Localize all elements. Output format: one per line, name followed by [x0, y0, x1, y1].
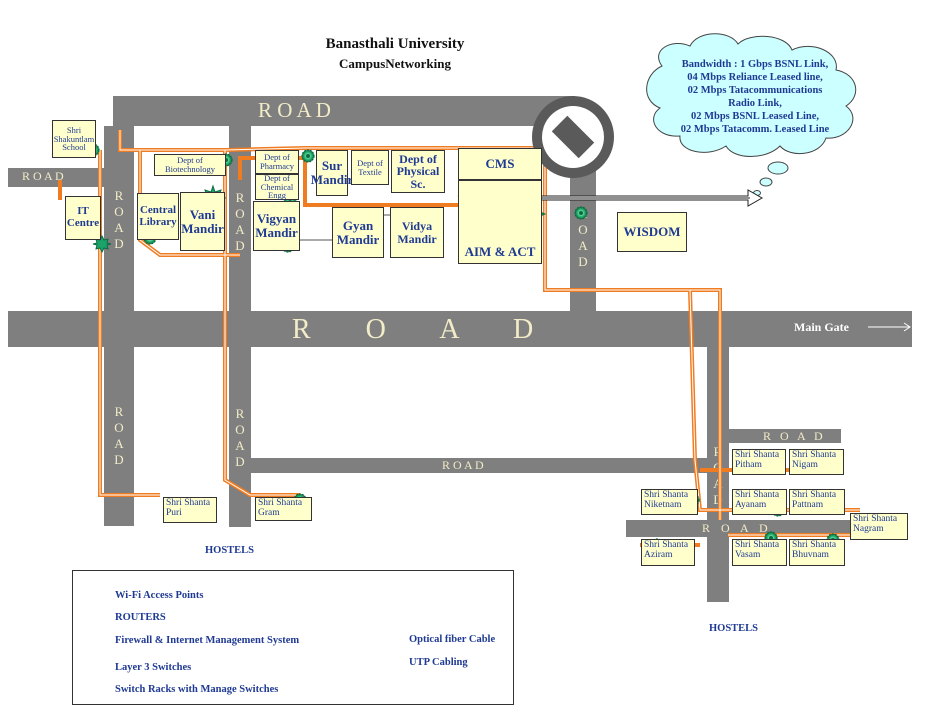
- road-hostel-mid: [626, 520, 860, 537]
- building-vigyan-mandir[interactable]: Vigyan Mandir: [253, 201, 300, 251]
- hostel-aziram[interactable]: Shri Shanta Aziram: [641, 539, 695, 566]
- switch-rack-core: [306, 154, 310, 158]
- road-hostel-top-label: R O A D: [763, 429, 826, 443]
- road-main-label: R O A D: [292, 314, 558, 345]
- building-vidya-mandir[interactable]: Vidya Mandir: [390, 207, 444, 258]
- bandwidth-line: Radio Link,: [728, 98, 782, 109]
- road-v4-label: ROAD: [713, 444, 723, 507]
- legend-layer3-label: Layer 3 Switches: [115, 662, 192, 673]
- bandwidth-line: 02 Mbps Tatacomm. Leased Line: [680, 124, 830, 135]
- bandwidth-text: Bandwidth : 1 Gbps BSNL Link, 04 Mbps Re…: [660, 58, 850, 136]
- hostel-puri[interactable]: Shri Shanta Puri: [163, 497, 217, 523]
- building-biotech[interactable]: Dept of Biotechnology: [154, 154, 226, 176]
- road-v2b-label: ROAD: [235, 406, 245, 469]
- bandwidth-line: 02 Mbps BSNL Leased Line,: [690, 111, 820, 122]
- legend-routers-label: ROUTERS: [115, 612, 166, 623]
- legend-utp-label: UTP Cabling: [409, 657, 468, 668]
- hostels-label-right: HOSTELS: [709, 623, 759, 634]
- routers: [87, 198, 510, 624]
- diagram-subtitle: CampusNetworking: [339, 56, 451, 71]
- road-v2: [229, 126, 251, 527]
- building-pharmacy[interactable]: Dept of Pharmacy: [255, 150, 299, 174]
- bandwidth-line: 02 Mbps Tatacommunications: [687, 85, 823, 96]
- road-v1b-label: ROAD: [114, 404, 124, 467]
- building-physical[interactable]: Dept of Physical Sc.: [391, 150, 445, 193]
- legend-fiber-label: Optical fiber Cable: [409, 634, 496, 645]
- legend-firewall-label: Firewall & Internet Management System: [115, 635, 300, 646]
- legend-racks-label: Switch Racks with Manage Switches: [115, 684, 279, 695]
- road-v1-label: ROAD: [114, 188, 124, 251]
- hostel-nigam[interactable]: Shri Shanta Nigam: [789, 449, 844, 475]
- building-shakuntam[interactable]: Shri Shakuntlam School: [52, 120, 96, 158]
- building-chemical[interactable]: Dept of Chemical Engg: [255, 173, 299, 200]
- road-left-label: R O A D: [22, 169, 64, 183]
- bandwidth-line: 04 Mbps Reliance Leased line,: [687, 72, 823, 83]
- building-gyan-mandir[interactable]: Gyan Mandir: [332, 207, 384, 258]
- hostel-vasam[interactable]: Shri Shanta Vasam: [732, 539, 787, 566]
- switch-rack-core: [579, 211, 583, 215]
- no-entry-sign: [532, 96, 614, 178]
- hostel-pitham[interactable]: Shri Shanta Pitham: [732, 449, 786, 475]
- road-hostel-mid-label: R O A D: [702, 521, 772, 535]
- road-lower: [251, 458, 707, 473]
- hostel-ayanam[interactable]: Shri Shanta Ayanam: [732, 489, 787, 515]
- building-aim-act[interactable]: AIM & ACT: [458, 180, 542, 264]
- hostel-gram[interactable]: Shri Shanta Gram: [255, 497, 312, 521]
- hostel-bhuvnam[interactable]: Shri Shanta Bhuvnam: [789, 539, 845, 566]
- building-it-centre[interactable]: IT Centre: [65, 196, 101, 240]
- hostels-label-left: HOSTELS: [205, 545, 255, 556]
- building-vani-mandir[interactable]: Vani Mandir: [180, 192, 225, 251]
- road-top: [113, 96, 575, 126]
- road-left: [8, 168, 104, 187]
- hostel-niketnam[interactable]: Shri Shanta Niketnam: [641, 489, 698, 515]
- bandwidth-cloud: [646, 33, 857, 196]
- hostel-nagram[interactable]: Shri Shanta Nagram: [850, 513, 908, 540]
- building-cms[interactable]: CMS: [458, 148, 542, 180]
- legend-wifi-label: Wi-Fi Access Points: [115, 590, 204, 601]
- building-sur-mandir[interactable]: Sur Mandir: [311, 150, 353, 196]
- road-v2-label: ROAD: [235, 190, 245, 253]
- diagram-title: Banasthali University: [325, 36, 465, 52]
- road-main: [8, 311, 912, 347]
- legend: Wi-Fi Access Points ROUTERS Firewall & I…: [72, 570, 514, 705]
- building-central-library[interactable]: Central Library: [137, 193, 179, 240]
- building-wisdom[interactable]: WISDOM: [617, 212, 687, 252]
- main-gate-label: Main Gate: [794, 320, 849, 334]
- road-v1: [104, 126, 134, 526]
- road-lower-label: R O A D: [442, 458, 484, 472]
- hostel-pattnam[interactable]: Shri Shanta Pattnam: [789, 489, 845, 515]
- bandwidth-line: Bandwidth : 1 Gbps BSNL Link,: [681, 59, 829, 70]
- building-textile[interactable]: Dept of Textile: [351, 150, 389, 185]
- road-hostel-top: [729, 429, 841, 443]
- road-top-label: R O A D: [258, 98, 331, 122]
